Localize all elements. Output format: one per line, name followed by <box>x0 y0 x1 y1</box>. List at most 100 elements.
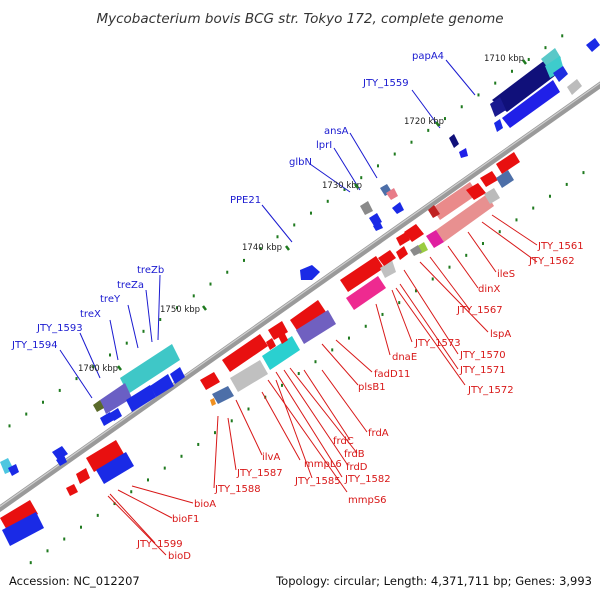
gene-block[interactable] <box>96 452 134 484</box>
gene-block[interactable] <box>436 194 494 242</box>
gene-label[interactable]: frdC <box>333 436 354 447</box>
gene-block[interactable] <box>170 367 185 384</box>
gene-label[interactable]: JTY_1570 <box>459 350 506 361</box>
gene-label[interactable]: JTY_1585 <box>294 476 341 487</box>
gene-label[interactable]: JTY_1593 <box>36 323 83 334</box>
gene-block[interactable] <box>120 344 180 394</box>
gene-block[interactable] <box>396 246 408 260</box>
gene-block[interactable] <box>300 265 320 280</box>
gene-block[interactable] <box>586 38 600 52</box>
gene-block[interactable] <box>222 334 268 372</box>
gene-label[interactable]: papA4 <box>412 51 444 62</box>
gene-block[interactable] <box>484 188 500 204</box>
gene-block[interactable] <box>200 372 220 390</box>
gene-block[interactable] <box>480 171 498 187</box>
gene-block[interactable] <box>502 80 560 128</box>
gene-block[interactable] <box>449 134 459 148</box>
gene-label[interactable]: JTY_1582 <box>344 474 391 485</box>
gene-block[interactable] <box>100 412 114 426</box>
gene-label[interactable]: ileS <box>497 269 515 280</box>
gene-label[interactable]: ilvA <box>262 452 280 463</box>
gene-block[interactable] <box>553 66 568 82</box>
gene-block[interactable] <box>56 455 67 466</box>
gene-label[interactable]: bioD <box>168 551 191 562</box>
gene-label[interactable]: fadD11 <box>374 369 410 380</box>
gene-label[interactable]: lprI <box>316 140 332 151</box>
gene-label[interactable]: JTY_1561 <box>537 241 584 252</box>
gene-block[interactable] <box>296 310 336 344</box>
gene-block[interactable] <box>2 512 44 546</box>
gene-block[interactable] <box>378 250 396 266</box>
gene-label[interactable]: treZb <box>137 265 164 276</box>
gene-label[interactable]: JTY_1587 <box>236 468 283 479</box>
gene-label[interactable]: JTY_1588 <box>214 484 261 495</box>
gene-label[interactable]: glbN <box>289 157 312 168</box>
gene-block[interactable] <box>432 182 478 220</box>
gene-block[interactable] <box>266 338 276 350</box>
gene-label[interactable]: PPE21 <box>230 195 261 206</box>
gene-block[interactable] <box>212 386 234 404</box>
gene-label[interactable]: JTY_1567 <box>456 305 503 316</box>
gene-label[interactable]: JTY_1572 <box>467 385 514 396</box>
gene-label[interactable]: ansA <box>324 126 349 137</box>
gene-label[interactable]: bioF1 <box>172 514 199 525</box>
gene-block[interactable] <box>396 232 410 246</box>
gene-block[interactable] <box>66 484 78 496</box>
gene-label[interactable]: dinX <box>478 284 500 295</box>
gene-block[interactable] <box>392 202 404 214</box>
gene-block[interactable] <box>466 183 486 200</box>
gene-label[interactable]: treZa <box>117 280 144 291</box>
gene-block[interactable] <box>541 48 561 68</box>
gene-label[interactable]: mmpS6 <box>348 495 387 506</box>
gene-block[interactable] <box>360 201 373 215</box>
gene-label[interactable]: treX <box>80 309 101 320</box>
gene-block[interactable] <box>110 408 122 421</box>
gene-block[interactable] <box>278 332 288 344</box>
gene-label[interactable]: JTY_1594 <box>11 340 58 351</box>
gene-block[interactable] <box>210 398 216 406</box>
gene-label[interactable]: JTY_1562 <box>528 256 575 267</box>
gene-block[interactable] <box>268 321 288 340</box>
gene-block[interactable] <box>52 446 68 460</box>
gene-label[interactable]: JTY_1571 <box>459 365 506 376</box>
gene-label[interactable]: JTY_1599 <box>136 539 183 550</box>
gene-block[interactable] <box>100 383 132 414</box>
gene-block[interactable] <box>0 500 38 532</box>
gene-label[interactable]: frdB <box>344 449 365 460</box>
gene-label[interactable]: lspA <box>490 329 511 340</box>
gene-block[interactable] <box>428 205 440 218</box>
gene-label[interactable]: JTY_1573 <box>414 338 461 349</box>
gene-label[interactable]: bioA <box>194 499 216 510</box>
gene-label[interactable]: dnaE <box>392 352 417 363</box>
gene-label[interactable]: plsB1 <box>358 382 386 393</box>
gene-block[interactable] <box>567 79 582 95</box>
gene-block[interactable] <box>126 385 156 412</box>
gene-block[interactable] <box>386 188 398 200</box>
gene-block[interactable] <box>496 170 514 188</box>
gene-block[interactable] <box>492 60 560 112</box>
gene-block[interactable] <box>380 260 396 278</box>
gene-block[interactable] <box>93 400 104 412</box>
gene-block[interactable] <box>373 222 383 231</box>
gene-block[interactable] <box>76 468 90 484</box>
gene-block[interactable] <box>150 374 174 397</box>
gene-block[interactable] <box>340 256 384 292</box>
gene-block[interactable] <box>86 440 124 472</box>
gene-label[interactable]: frdD <box>346 462 368 473</box>
gene-block[interactable] <box>426 230 444 248</box>
gene-block[interactable] <box>410 245 422 256</box>
gene-block[interactable] <box>459 148 468 158</box>
gene-block[interactable] <box>262 336 300 370</box>
gene-label[interactable]: frdA <box>368 428 389 439</box>
gene-block[interactable] <box>290 300 326 332</box>
gene-block[interactable] <box>496 152 520 174</box>
gene-block[interactable] <box>8 464 19 476</box>
gene-label[interactable]: JTY_1559 <box>362 78 409 89</box>
gene-label[interactable]: mmpL6 <box>304 459 342 470</box>
gene-block[interactable] <box>404 224 424 242</box>
gene-block[interactable] <box>230 360 268 392</box>
gene-label[interactable]: treY <box>100 294 121 305</box>
gene-block[interactable] <box>490 97 506 117</box>
gene-block[interactable] <box>494 119 503 132</box>
gene-block[interactable] <box>346 276 386 310</box>
